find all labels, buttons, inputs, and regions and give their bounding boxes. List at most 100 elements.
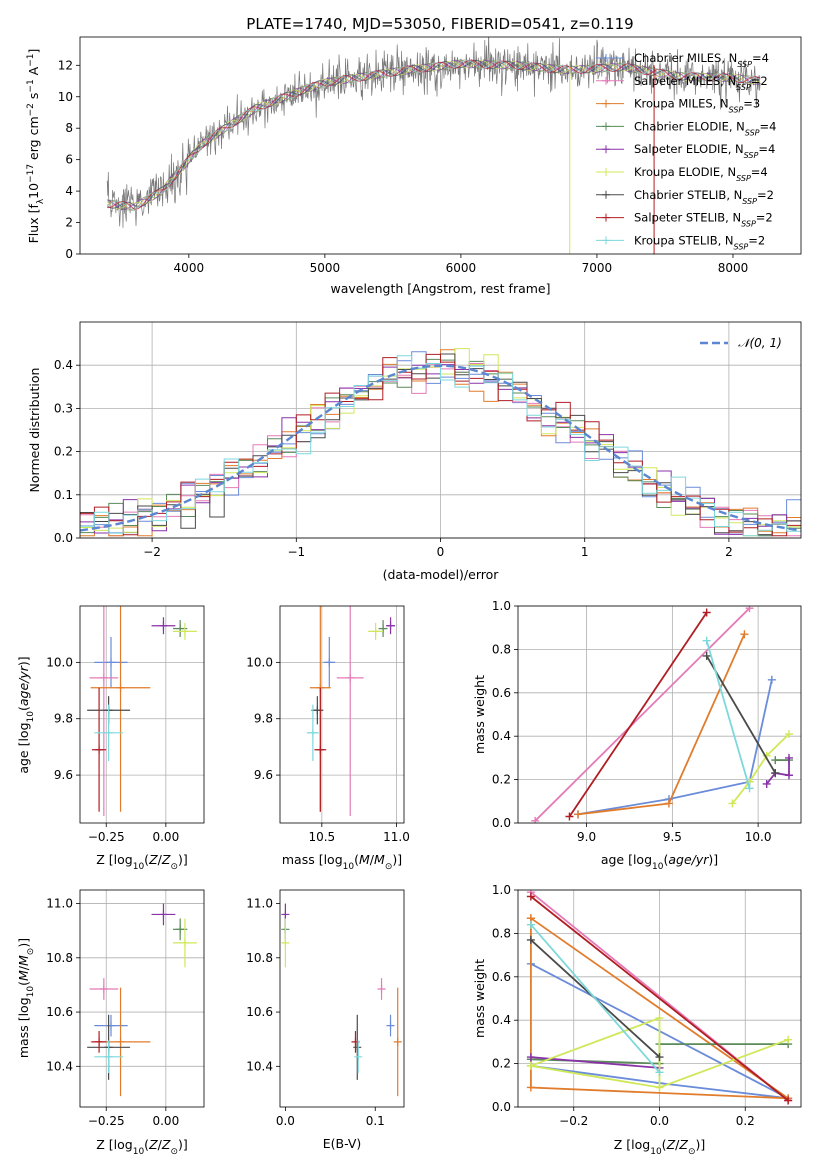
y-tick-label: 0.3 [54, 401, 73, 415]
plot-area [87, 606, 197, 816]
histogram-step-line [80, 355, 801, 538]
model-spectrum-line [107, 59, 761, 212]
mass-weight-vs-metallicity-panel: −0.2 0.0 0.2 0.0 0.2 0.4 0.6 0.8 1.0 mass weight Z… [472, 883, 802, 1157]
y-tick-label: 1.0 [492, 883, 511, 897]
label-part: Z [log [96, 852, 132, 867]
label-part: / [16, 965, 31, 970]
label-part: 10 [343, 862, 355, 872]
label-part: M [359, 852, 370, 867]
series-marker [526, 1083, 535, 1092]
series-marker [655, 1014, 664, 1023]
data-point-marker [95, 1037, 104, 1046]
y-tick-label: 9.6 [54, 768, 73, 782]
label-part: Flux [f [26, 204, 41, 244]
data-point-marker [377, 985, 386, 994]
axes-frame [279, 889, 405, 1108]
legend-label-sub: SSP [736, 82, 751, 91]
label-part: age/yr [16, 665, 31, 706]
legend-label-sub: SSP [729, 105, 744, 114]
label-part: / [158, 852, 163, 867]
legend-label-text: Salpeter MILES, N [634, 74, 736, 88]
axes-frame [279, 605, 405, 824]
legend-label-n: =2 [757, 188, 774, 202]
x-tick-label: 0.00 [152, 830, 179, 844]
y-tick-label: 10.0 [46, 655, 73, 669]
plot-area [80, 348, 801, 538]
legend-label-n: =2 [751, 74, 768, 88]
legend-label: Kroupa MILES, NSSP=3 [634, 97, 760, 115]
y-tick-label: 11.0 [46, 897, 73, 911]
data-point-marker [159, 621, 168, 630]
legend-label: Kroupa ELODIE, NSSP=4 [634, 165, 768, 183]
y-tick-label: 0.4 [492, 729, 511, 743]
y-axis-label: mass weight [472, 959, 487, 1038]
y-tick-label: 0.6 [492, 686, 511, 700]
x-axis-label: Z [log10(Z/Z⊙)] [96, 852, 188, 872]
label-part: ( [144, 1137, 149, 1152]
legend-label: Chabrier MILES, NSSP=4 [634, 51, 769, 69]
y-tick-label: 10.4 [46, 1059, 73, 1073]
y-tick-label: 0.4 [54, 358, 73, 372]
legend-label-sub: SSP [734, 242, 749, 251]
x-tick-label: 9.0 [577, 830, 596, 844]
x-tick-label: 10.5 [308, 830, 335, 844]
label-part: λ [36, 198, 46, 204]
data-point-marker [371, 627, 380, 636]
x-tick-label: 0.2 [736, 1114, 755, 1128]
mass-vs-extinction-panel: 0.0 0.1 10.4 10.6 10.8 11.0 E(B-V) [246, 889, 405, 1151]
data-point-marker [104, 1052, 113, 1061]
series-line [705, 640, 751, 789]
series-marker [767, 675, 776, 684]
series-marker [565, 812, 574, 821]
legend-label-n: =4 [758, 142, 775, 156]
series-marker [531, 816, 540, 823]
data-point-marker [354, 1052, 363, 1061]
label-part: −17 [26, 164, 36, 183]
label-part: A [26, 66, 41, 79]
label-part: −1 [26, 79, 36, 92]
series-marker [526, 1061, 535, 1070]
x-axis-label: mass [log10(M/M⊙)] [282, 852, 402, 872]
x-tick-label: 9.5 [663, 830, 682, 844]
y-tick-label: 6 [65, 153, 73, 167]
label-part: )] [392, 852, 402, 867]
legend-marker [602, 236, 610, 245]
legend-label: Chabrier STELIB, NSSP=2 [634, 188, 774, 206]
series-marker [745, 606, 754, 613]
series-line [530, 924, 661, 1073]
legend-marker [602, 168, 610, 176]
x-tick-label: −0.25 [88, 1114, 125, 1128]
x-tick-label: −2 [143, 545, 161, 559]
legend-label-n: =2 [756, 211, 773, 225]
data-point-marker [99, 673, 108, 682]
data-point-marker [99, 985, 108, 994]
label-part: Z [161, 1137, 171, 1152]
y-tick-label: 9.8 [54, 712, 73, 726]
series-marker [664, 799, 673, 808]
label-part: 10 [26, 183, 41, 199]
series-marker [745, 784, 754, 793]
axes-frame [79, 889, 205, 1108]
legend-marker [602, 122, 610, 131]
x-tick-label: 11.0 [383, 830, 410, 844]
legend-label-sub: SSP [737, 60, 752, 69]
series-line [731, 733, 790, 805]
legend-marker [602, 190, 610, 199]
residual-histogram-panel: −2 −1 0 1 2 0.0 0.1 0.2 0.3 0.4 𝒩(0, 1) (data-model… [27, 321, 802, 582]
legend-label: Chabrier ELODIE, NSSP=4 [634, 119, 776, 137]
series-marker [526, 920, 535, 929]
data-point-marker [393, 1037, 402, 1046]
series-marker [762, 779, 771, 788]
data-point-marker [116, 683, 125, 692]
x-tick-label: 0.00 [152, 1114, 179, 1128]
series-marker [784, 1035, 793, 1044]
legend-label-text: Kroupa ELODIE, N [634, 165, 736, 179]
label-part: Z [161, 852, 171, 867]
y-axis-label: Flux [fλ10−17 erg cm−2 s−1 A−1] [26, 49, 46, 244]
x-axis-label: wavelength [Angstrom, rest frame] [330, 281, 550, 296]
y-tick-label: 11.0 [246, 897, 273, 911]
legend-label: 𝒩(0, 1) [738, 336, 782, 350]
label-part: Z [678, 1137, 688, 1152]
label-part: age/yr [668, 852, 709, 867]
